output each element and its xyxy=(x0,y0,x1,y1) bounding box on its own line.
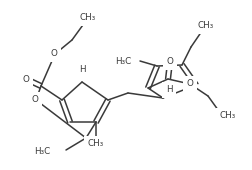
Text: O: O xyxy=(167,57,173,66)
Text: O: O xyxy=(32,96,39,105)
Text: H: H xyxy=(79,65,85,74)
Text: O: O xyxy=(186,80,194,89)
Text: H₃C: H₃C xyxy=(115,57,131,66)
Text: CH₃: CH₃ xyxy=(198,21,214,30)
Text: H₃C: H₃C xyxy=(34,148,50,157)
Text: CH₃: CH₃ xyxy=(88,140,104,149)
Text: CH₃: CH₃ xyxy=(220,112,236,121)
Text: CH₃: CH₃ xyxy=(80,13,96,22)
Text: O: O xyxy=(23,74,29,83)
Text: O: O xyxy=(51,49,57,58)
Text: H: H xyxy=(166,86,172,95)
